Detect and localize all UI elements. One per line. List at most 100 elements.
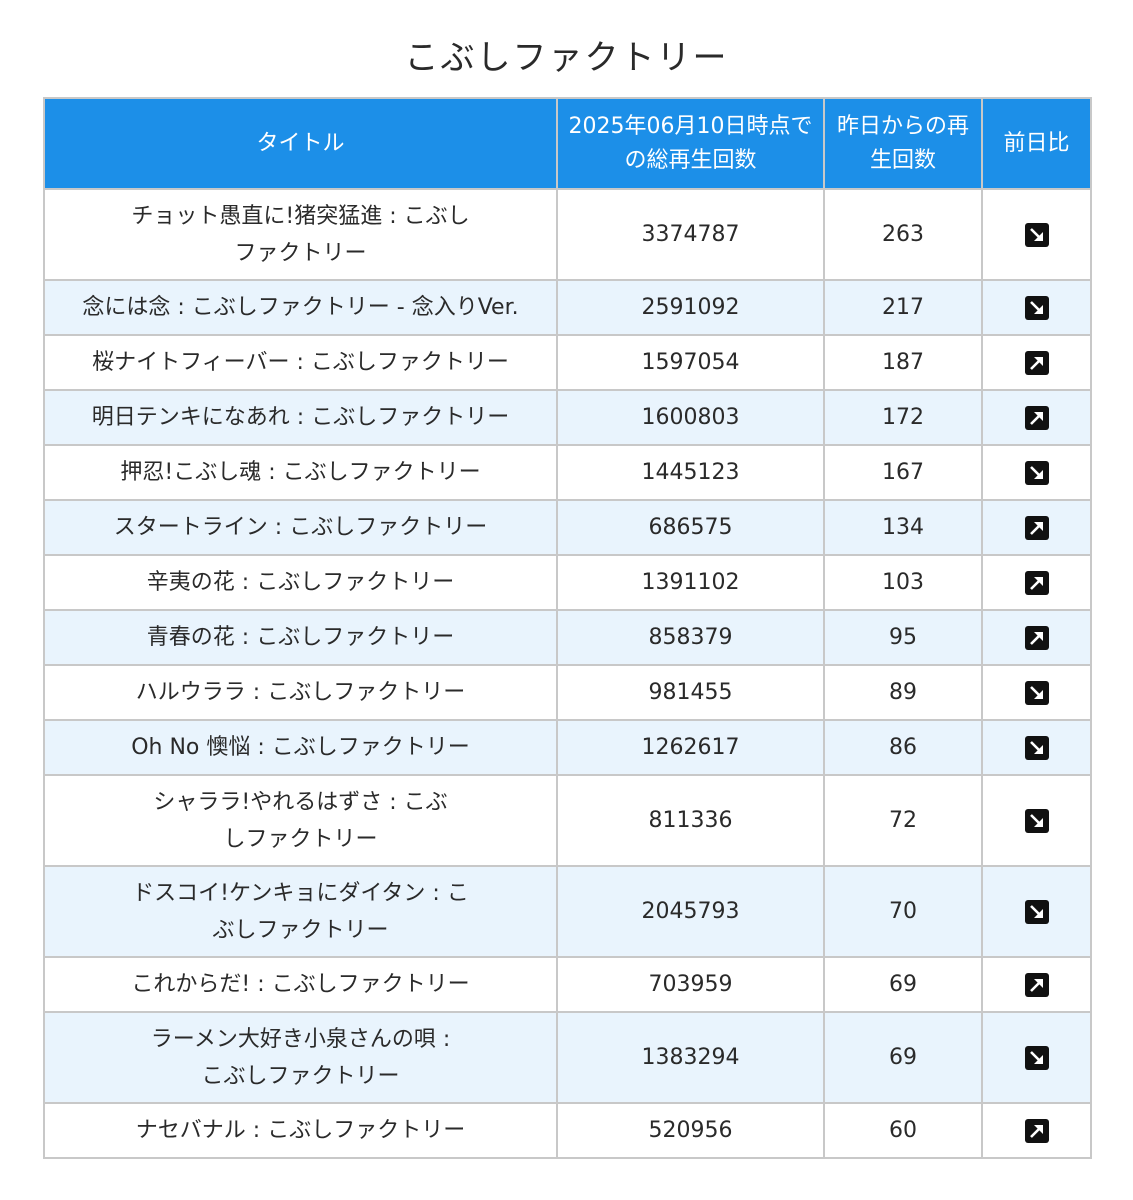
arrow-down-right-icon [1024,461,1049,485]
total-plays-cell: 1597054 [556,334,825,391]
arrow-up-right-icon [1024,973,1049,997]
total-plays-cell: 1391102 [556,554,825,611]
song-title: シャララ!やれるはずさ : こぶしファクトリー [153,789,448,852]
plays-since-yesterday-cell: 217 [823,279,983,336]
arrow-down-right-icon [1024,1046,1049,1070]
plays-since-yesterday-cell: 95 [823,609,983,666]
arrow-up-right-icon [1024,1119,1049,1143]
table-header-row: タイトル 2025年06月10日時点での総再生回数 昨日からの再生回数 前日比 [43,97,1092,190]
song-title-cell: ハルウララ : こぶしファクトリー [43,664,558,721]
total-plays-cell: 686575 [556,499,825,556]
total-plays-cell: 520956 [556,1102,825,1159]
plays-since-yesterday-cell: 263 [823,188,983,281]
plays-since-yesterday-cell: 89 [823,664,983,721]
trend-cell [981,279,1092,336]
table-row: Oh No 懊悩 : こぶしファクトリー 1262617 86 [43,719,1092,776]
arrow-up-right-icon [1024,351,1049,375]
header-day-over-day: 前日比 [981,97,1092,190]
header-title: タイトル [43,97,558,190]
plays-since-yesterday-cell: 72 [823,774,983,867]
table-row: ドスコイ!ケンキョにダイタン : こぶしファクトリー 2045793 70 [43,865,1092,958]
song-title: 辛夷の花 : こぶしファクトリー [146,570,455,595]
table-row: ハルウララ : こぶしファクトリー 981455 89 [43,664,1092,721]
song-title-cell: これからだ! : こぶしファクトリー [43,956,558,1013]
header-total-plays: 2025年06月10日時点での総再生回数 [556,97,825,190]
song-title-cell: 辛夷の花 : こぶしファクトリー [43,554,558,611]
song-title-cell: 押忍!こぶし魂 : こぶしファクトリー [43,444,558,501]
playcount-table: タイトル 2025年06月10日時点での総再生回数 昨日からの再生回数 前日比 … [43,97,1092,1159]
plays-since-yesterday-cell: 172 [823,389,983,446]
song-title: 押忍!こぶし魂 : こぶしファクトリー [120,460,481,485]
song-title: ナセバナル : こぶしファクトリー [135,1118,466,1143]
trend-cell [981,1011,1092,1104]
plays-since-yesterday-cell: 69 [823,1011,983,1104]
trend-cell [981,499,1092,556]
table-row: これからだ! : こぶしファクトリー 703959 69 [43,956,1092,1013]
arrow-down-right-icon [1024,681,1049,705]
song-title-cell: ドスコイ!ケンキョにダイタン : こぶしファクトリー [43,865,558,958]
table-row: 辛夷の花 : こぶしファクトリー 1391102 103 [43,554,1092,611]
header-plays-since-yesterday: 昨日からの再生回数 [823,97,983,190]
arrow-down-right-icon [1024,223,1049,247]
arrow-down-right-icon [1024,900,1049,924]
trend-cell [981,444,1092,501]
trend-cell [981,719,1092,776]
table-row: チョット愚直に!猪突猛進 : こぶしファクトリー 3374787 263 [43,188,1092,281]
plays-since-yesterday-cell: 69 [823,956,983,1013]
total-plays-cell: 2045793 [556,865,825,958]
trend-cell [981,334,1092,391]
trend-cell [981,774,1092,867]
trend-cell [981,554,1092,611]
arrow-down-right-icon [1024,736,1049,760]
trend-cell [981,956,1092,1013]
plays-since-yesterday-cell: 70 [823,865,983,958]
song-title: ラーメン大好き小泉さんの唄 : こぶしファクトリー [150,1026,451,1089]
song-title-cell: 念には念 : こぶしファクトリー - 念入りVer. [43,279,558,336]
plays-since-yesterday-cell: 86 [823,719,983,776]
page-title: こぶしファクトリー [404,38,729,78]
song-title-cell: シャララ!やれるはずさ : こぶしファクトリー [43,774,558,867]
table-row: 桜ナイトフィーバー : こぶしファクトリー 1597054 187 [43,334,1092,391]
song-title-cell: チョット愚直に!猪突猛進 : こぶしファクトリー [43,188,558,281]
arrow-up-right-icon [1024,516,1049,540]
song-title-cell: 桜ナイトフィーバー : こぶしファクトリー [43,334,558,391]
song-title-cell: 青春の花 : こぶしファクトリー [43,609,558,666]
plays-since-yesterday-cell: 187 [823,334,983,391]
total-plays-cell: 1383294 [556,1011,825,1104]
song-title: 念には念 : こぶしファクトリー - 念入りVer. [82,295,519,320]
total-plays-cell: 2591092 [556,279,825,336]
total-plays-cell: 811336 [556,774,825,867]
total-plays-cell: 1600803 [556,389,825,446]
trend-cell [981,664,1092,721]
table-row: シャララ!やれるはずさ : こぶしファクトリー 811336 72 [43,774,1092,867]
song-title-cell: ラーメン大好き小泉さんの唄 : こぶしファクトリー [43,1011,558,1104]
song-title: チョット愚直に!猪突猛進 : こぶしファクトリー [131,203,470,266]
table-row: ラーメン大好き小泉さんの唄 : こぶしファクトリー 1383294 69 [43,1011,1092,1104]
arrow-up-right-icon [1024,626,1049,650]
song-title-cell: ナセバナル : こぶしファクトリー [43,1102,558,1159]
song-title: ハルウララ : こぶしファクトリー [135,680,466,705]
trend-cell [981,865,1092,958]
song-title-cell: 明日テンキになあれ : こぶしファクトリー [43,389,558,446]
table-row: 明日テンキになあれ : こぶしファクトリー 1600803 172 [43,389,1092,446]
song-title: 桜ナイトフィーバー : こぶしファクトリー [92,350,509,375]
song-title: これからだ! : こぶしファクトリー [131,972,470,997]
total-plays-cell: 703959 [556,956,825,1013]
plays-since-yesterday-cell: 103 [823,554,983,611]
table-row: 押忍!こぶし魂 : こぶしファクトリー 1445123 167 [43,444,1092,501]
arrow-down-right-icon [1024,809,1049,833]
trend-cell [981,188,1092,281]
trend-cell [981,609,1092,666]
arrow-up-right-icon [1024,571,1049,595]
table-row: 青春の花 : こぶしファクトリー 858379 95 [43,609,1092,666]
trend-cell [981,1102,1092,1159]
table-row: 念には念 : こぶしファクトリー - 念入りVer. 2591092 217 [43,279,1092,336]
total-plays-cell: 981455 [556,664,825,721]
total-plays-cell: 1445123 [556,444,825,501]
song-title: ドスコイ!ケンキョにダイタン : こぶしファクトリー [132,880,469,943]
song-title: Oh No 懊悩 : こぶしファクトリー [131,735,470,760]
plays-since-yesterday-cell: 134 [823,499,983,556]
arrow-down-right-icon [1024,296,1049,320]
song-title: 青春の花 : こぶしファクトリー [146,625,455,650]
plays-since-yesterday-cell: 167 [823,444,983,501]
